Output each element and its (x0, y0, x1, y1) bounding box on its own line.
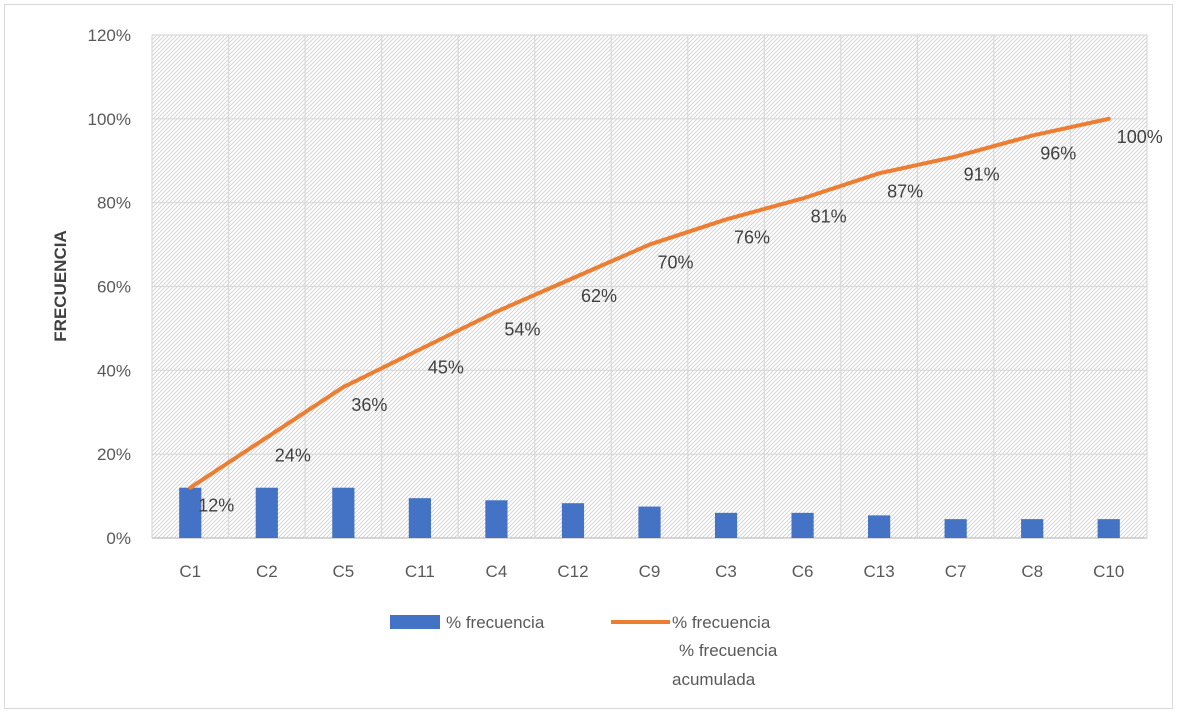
x-tick-label: C2 (256, 562, 278, 581)
bar (561, 503, 585, 538)
bar (408, 498, 431, 538)
line-data-label: 87% (887, 181, 923, 201)
y-axis-ticks: 0% 20% 40% 60% 80% 100% 120% (88, 26, 131, 548)
line-data-label: 62% (581, 286, 617, 306)
cumulative-line (188, 116, 1111, 490)
bar (332, 487, 355, 538)
bar (638, 506, 661, 538)
x-tick-label: C13 (864, 562, 895, 581)
legend-line-label: % frecuencia (672, 613, 771, 632)
x-axis-ticks: C1 C2 C5 C11 C4 C12 C9 C3 C6 C13 C7 C8 C10 (179, 562, 1124, 581)
y-tick-label: 0% (106, 529, 131, 548)
y-tick-label: 20% (97, 445, 131, 464)
y-tick-label: 60% (97, 278, 131, 297)
x-tick-label: C11 (405, 562, 435, 581)
y-tick-label: 120% (88, 26, 131, 45)
line-data-label: 45% (428, 357, 464, 377)
y-tick-label: 40% (97, 361, 131, 380)
x-tick-label: C8 (1021, 562, 1043, 581)
line-data-labels: 12% 24% 36% 45% 54% 62% 70% 76% 81% 87% 91% 96% 100% (198, 127, 1163, 516)
legend-bar-swatch (390, 615, 440, 629)
y-axis-label: FRECUENCIA (51, 230, 70, 341)
y-tick-label: 100% (88, 110, 131, 129)
gridlines (151, 34, 1148, 539)
bar (255, 487, 278, 538)
bar (485, 500, 508, 538)
line-data-label: 12% (198, 496, 234, 516)
bar (944, 519, 967, 538)
line-data-label: 70% (658, 253, 694, 273)
bar (868, 515, 891, 538)
x-tick-label: C12 (557, 562, 588, 581)
line-data-label: 81% (811, 206, 847, 226)
legend-bar-label: % frecuencia (446, 613, 545, 632)
line-data-label: 96% (1040, 144, 1076, 164)
legend: % frecuencia % frecuencia % frecuencia a… (390, 613, 778, 689)
y-tick-label: 80% (97, 194, 131, 213)
line-data-label: 91% (964, 165, 1000, 185)
x-tick-label: C4 (486, 562, 508, 581)
line-data-label: 100% (1117, 127, 1163, 147)
line-data-label: 36% (351, 395, 387, 415)
x-tick-label: C10 (1093, 562, 1124, 581)
bar-series (179, 487, 1120, 538)
x-tick-label: C9 (639, 562, 661, 581)
bar (714, 512, 738, 538)
x-tick-label: C6 (792, 562, 814, 581)
x-tick-label: C7 (945, 562, 967, 581)
bar (179, 487, 202, 538)
bar (1097, 519, 1120, 538)
line-data-label: 24% (275, 445, 311, 465)
line-series (188, 116, 1111, 490)
legend-line-label-extra-1: % frecuencia (679, 641, 778, 660)
x-tick-label: C5 (332, 562, 354, 581)
legend-line-label-extra-2: acumulada (672, 670, 756, 689)
line-data-label: 76% (734, 227, 770, 247)
x-tick-label: C3 (715, 562, 737, 581)
bar (791, 512, 814, 538)
x-tick-label: C1 (179, 562, 201, 581)
line-data-label: 54% (504, 320, 540, 340)
bar (1021, 519, 1044, 538)
